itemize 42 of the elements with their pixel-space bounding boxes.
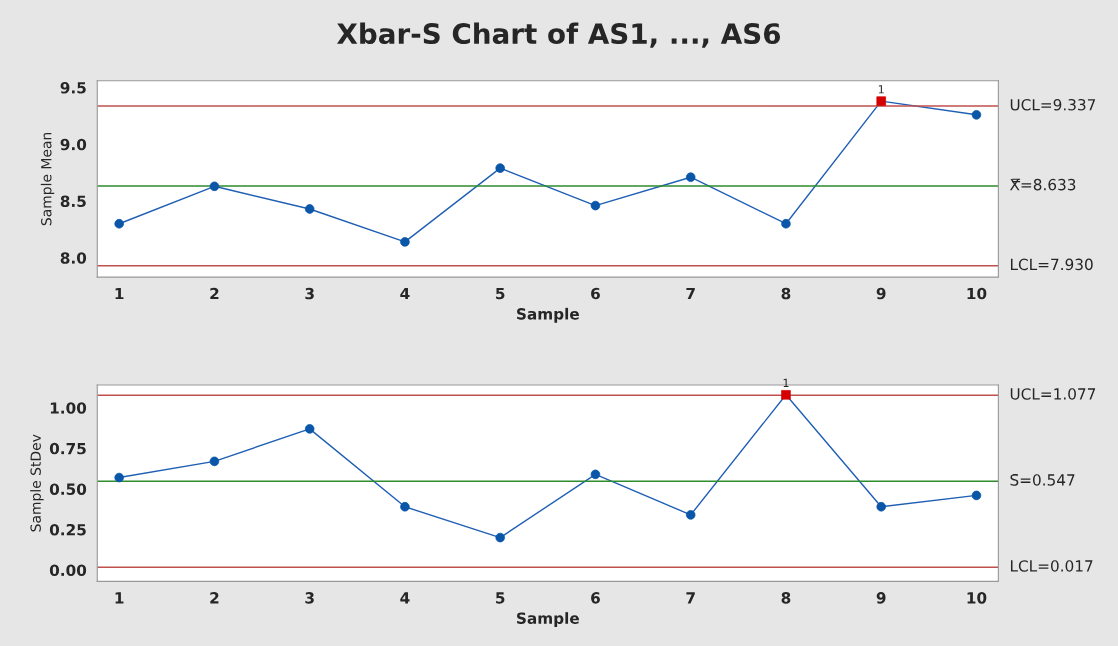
chart-title: Xbar-S Chart of AS1, ..., AS6 [336,22,781,48]
x-tick-label: 10 [967,287,987,300]
x-tick-label: 3 [305,287,314,300]
y-tick-label: 8.0 [60,252,87,264]
ref-line-label: S̄=0.547 [1010,474,1075,486]
y-tick-label: 0.25 [49,523,86,536]
x-tick-label: 7 [686,287,695,300]
y-tick-label: 0.50 [49,483,87,495]
y-axis-title: Sample Mean [40,132,55,226]
x-tick-label: 4 [400,592,410,604]
x-tick-label: 9 [876,592,886,604]
ref-line-label: UCL=1.077 [1010,388,1096,400]
y-tick-label: 1.00 [50,402,87,414]
x-axis-title: Sample [517,307,579,323]
annotation: 1 [783,378,789,387]
x-tick-label: 7 [686,592,695,604]
x-axis-title: Sample [517,612,579,627]
y-tick-label: 0.00 [49,564,87,577]
x-tick-label: 2 [210,592,219,604]
y-axis-title: Sample StDev [30,434,44,532]
annotation: 1 [878,85,884,94]
ref-line-label: LCL=7.930 [1010,258,1093,271]
x-tick-label: 2 [210,287,219,300]
x-tick-label: 8 [781,287,791,300]
y-tick-label: 9.5 [60,82,86,94]
x-tick-label: 6 [591,287,600,300]
x-tick-label: 6 [591,592,600,604]
x-tick-label: 5 [496,592,505,604]
x-tick-label: 1 [115,592,124,604]
x-tick-label: 10 [967,592,987,604]
x-tick-label: 5 [496,287,505,300]
ref-line-label: LCL=0.017 [1010,560,1093,572]
ref-line-label: X̿=8.633 [1009,178,1076,191]
x-tick-label: 4 [400,287,410,300]
ref-line-label: UCL=9.337 [1010,98,1096,111]
x-tick-label: 9 [876,287,886,300]
y-tick-label: 0.75 [49,442,86,455]
x-tick-label: 1 [115,287,124,300]
y-tick-label: 8.5 [60,195,86,208]
x-tick-label: 3 [305,592,314,604]
x-tick-label: 8 [781,592,791,604]
y-tick-label: 9.0 [60,138,87,151]
